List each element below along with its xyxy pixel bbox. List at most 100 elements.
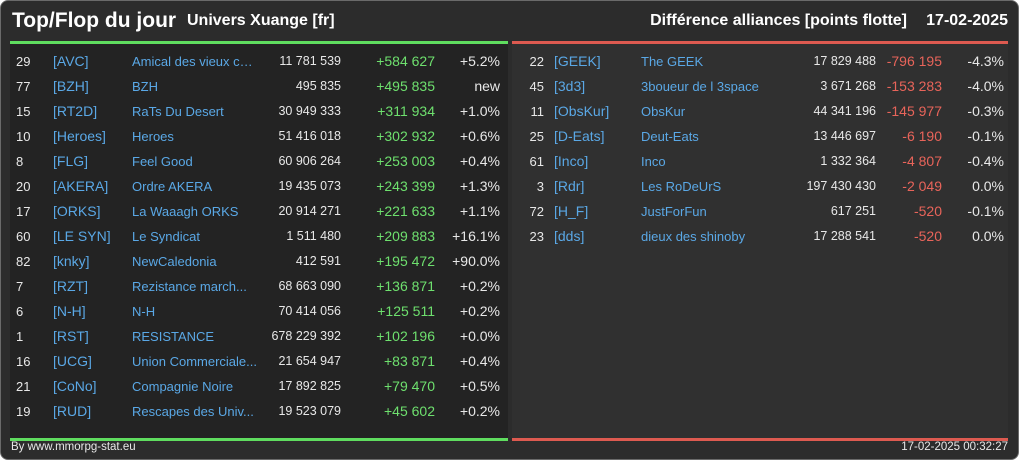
site-credit: By www.mmorpg-stat.eu	[11, 441, 136, 453]
top-alliance-row: 16 [UCG] Union Commerciale... 21 654 947 +83…	[10, 349, 508, 374]
flop-alliance-row: 45 [3d3] 3boueur de l 3space 3 671 268 -153 …	[512, 74, 1008, 99]
alliance-tag-link[interactable]: [ORKS]	[53, 203, 101, 219]
points-difference: +45 602	[384, 403, 435, 419]
percent-change: +0.6%	[459, 128, 500, 144]
top-alliance-row: 8 [FLG] Feel Good 60 906 264 +253 003 +0.4%	[10, 149, 508, 174]
alliance-name-link[interactable]: Ordre AKERA	[132, 179, 213, 194]
alliance-tag-link[interactable]: [RUD]	[53, 403, 92, 419]
percent-change: +1.1%	[459, 203, 500, 219]
alliance-name-link[interactable]: BZH	[132, 79, 158, 94]
alliance-name-link[interactable]: N-H	[132, 304, 156, 319]
fleet-points: 17 829 488	[813, 54, 876, 68]
alliance-name-link[interactable]: Union Commerciale...	[132, 354, 257, 369]
fleet-points: 51 416 018	[278, 129, 341, 143]
alliance-name-link[interactable]: La Waaagh ORKS	[132, 204, 239, 219]
fleet-points: 3 671 268	[820, 79, 876, 93]
alliance-tag-link[interactable]: [LE SYN]	[53, 228, 111, 244]
alliance-tag-link[interactable]: [RZT]	[53, 278, 88, 294]
alliance-tag-link[interactable]: [RST]	[53, 328, 89, 344]
alliance-name-link[interactable]: Heroes	[132, 129, 174, 144]
alliance-rank: 7	[16, 279, 24, 294]
flop-alliance-row: 3 [Rdr] Les RoDeUrS 197 430 430 -2 049 0.0%	[512, 174, 1008, 199]
alliance-name-link[interactable]: Feel Good	[132, 154, 193, 169]
header: Top/Flop du jour Univers Xuange [fr] Dif…	[1, 1, 1018, 41]
alliance-tag-link[interactable]: [Rdr]	[554, 178, 585, 194]
top-alliance-row: 7 [RZT] Rezistance march... 68 663 090 +136 …	[10, 274, 508, 299]
fleet-points: 1 332 364	[820, 154, 876, 168]
alliance-tag-link[interactable]: [FLG]	[53, 153, 89, 169]
top-alliance-row: 60 [LE SYN] Le Syndicat 1 511 480 +209 883 +1…	[10, 224, 508, 249]
fleet-points: 495 835	[295, 79, 341, 93]
percent-change: -0.4%	[967, 153, 1004, 169]
alliance-rank: 22	[529, 54, 544, 69]
alliance-name-link[interactable]: Inco	[641, 154, 666, 169]
alliance-name-link[interactable]: Rezistance march...	[132, 279, 247, 294]
alliance-name-link[interactable]: dieux des shinoby	[641, 229, 746, 244]
alliance-name-link[interactable]: Le Syndicat	[132, 229, 200, 244]
points-difference: +584 627	[376, 53, 435, 69]
top-alliance-row: 19 [RUD] Rescapes des Univ... 19 523 079 +45…	[10, 399, 508, 424]
alliance-rank: 15	[16, 104, 31, 119]
points-difference: +311 934	[377, 103, 435, 119]
top-alliance-row: 77 [BZH] BZH 495 835 +495 835 new	[10, 74, 508, 99]
alliance-name-link[interactable]: NewCaledonia	[132, 254, 217, 269]
alliance-name-link[interactable]: Compagnie Noire	[132, 379, 234, 394]
page-title: Top/Flop du jour	[12, 9, 177, 32]
alliance-tag-link[interactable]: [ObsKur]	[554, 103, 610, 119]
alliance-tag-link[interactable]: [H_F]	[554, 203, 589, 219]
alliance-tag-link[interactable]: [3d3]	[554, 78, 586, 94]
percent-change: -4.3%	[967, 53, 1004, 69]
alliance-rank: 20	[16, 179, 31, 194]
footer: By www.mmorpg-stat.eu 17-02-2025 00:32:2…	[1, 437, 1018, 459]
top-alliance-row: 10 [Heroes] Heroes 51 416 018 +302 932 +0.6%	[10, 124, 508, 149]
percent-change: +0.4%	[459, 353, 500, 369]
fleet-points: 30 949 333	[278, 104, 341, 118]
alliance-tag-link[interactable]: [Heroes]	[53, 128, 106, 144]
alliance-tag-link[interactable]: [CoNo]	[53, 378, 97, 394]
alliance-tag-link[interactable]: [RT2D]	[53, 103, 98, 119]
fleet-points: 19 523 079	[278, 404, 341, 418]
alliance-name-link[interactable]: The GEEK	[641, 54, 704, 69]
alliance-tag-link[interactable]: [D-Eats]	[554, 128, 605, 144]
top-gainers-panel: 29 [AVC] Amical des vieux co... 11 781 539 +…	[10, 41, 508, 441]
alliance-name-link[interactable]: RESISTANCE	[132, 329, 215, 344]
points-difference: -2 049	[902, 178, 942, 194]
top-alliance-row: 29 [AVC] Amical des vieux co... 11 781 539 +…	[10, 49, 508, 74]
alliance-rank: 3	[536, 179, 544, 194]
alliance-name-link[interactable]: RaTs Du Desert	[132, 104, 224, 119]
points-difference: +253 003	[376, 153, 435, 169]
alliance-tag-link[interactable]: [AKERA]	[53, 178, 109, 194]
alliance-tag-link[interactable]: [UCG]	[53, 353, 92, 369]
top-alliance-row: 15 [RT2D] RaTs Du Desert 30 949 333 +311 934…	[10, 99, 508, 124]
percent-change: -0.1%	[967, 203, 1004, 219]
percent-change: -0.1%	[967, 128, 1004, 144]
alliance-name-link[interactable]: Rescapes des Univ...	[132, 404, 254, 419]
alliance-tag-link[interactable]: [AVC]	[53, 53, 89, 69]
alliance-name-link[interactable]: Amical des vieux co...	[132, 54, 257, 69]
top-alliance-row: 21 [CoNo] Compagnie Noire 17 892 825 +79 470…	[10, 374, 508, 399]
points-difference: +125 511	[377, 303, 435, 319]
alliance-name-link[interactable]: 3boueur de l 3space	[641, 79, 759, 94]
alliance-rank: 23	[529, 229, 544, 244]
flop-alliance-row: 61 [Inco] Inco 1 332 364 -4 807 -0.4%	[512, 149, 1008, 174]
flop-alliance-row: 11 [ObsKur] ObsKur 44 341 196 -145 977 -0.3%	[512, 99, 1008, 124]
points-difference: +302 932	[376, 128, 435, 144]
alliance-name-link[interactable]: JustForFun	[641, 204, 707, 219]
alliance-tag-link[interactable]: [BZH]	[53, 78, 89, 94]
percent-change: 0.0%	[972, 228, 1004, 244]
alliance-rank: 29	[16, 54, 31, 69]
alliance-name-link[interactable]: ObsKur	[641, 104, 686, 119]
alliance-rank: 60	[16, 229, 31, 244]
points-difference: -520	[913, 203, 942, 219]
points-difference: +136 871	[376, 278, 435, 294]
percent-change: +5.2%	[459, 53, 500, 69]
alliance-tag-link[interactable]: [dds]	[554, 228, 585, 244]
alliance-tag-link[interactable]: [knky]	[53, 253, 90, 269]
alliance-tag-link[interactable]: [Inco]	[554, 153, 589, 169]
alliance-name-link[interactable]: Deut-Eats	[641, 129, 699, 144]
alliance-name-link[interactable]: Les RoDeUrS	[641, 179, 722, 194]
top-alliance-row: 6 [N-H] N-H 70 414 056 +125 511 +0.2%	[10, 299, 508, 324]
alliance-tag-link[interactable]: [GEEK]	[554, 53, 601, 69]
points-difference: +495 835	[376, 78, 435, 94]
alliance-tag-link[interactable]: [N-H]	[53, 303, 86, 319]
